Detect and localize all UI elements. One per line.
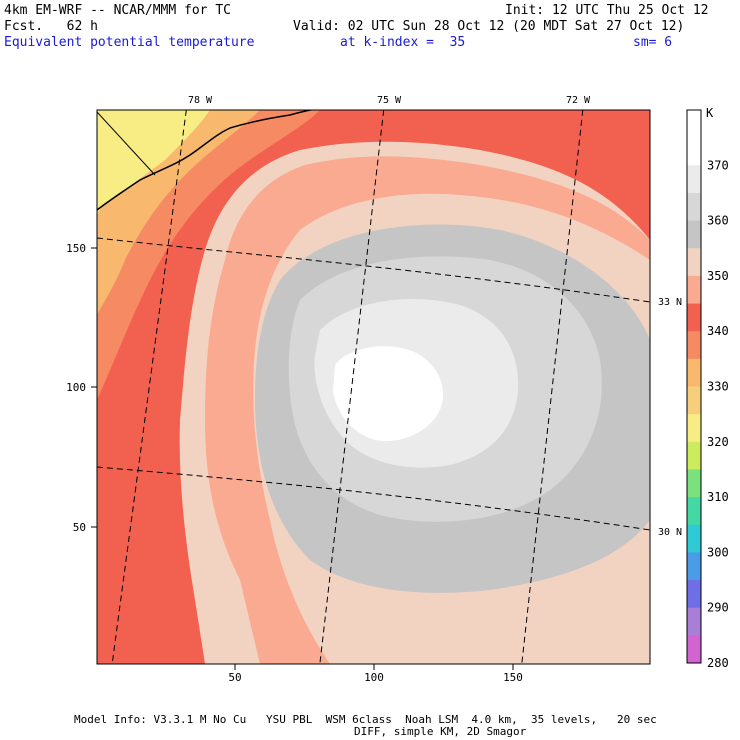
meridian-72w	[521, 110, 584, 664]
model-info-line-1: Model Info: V3.3.1 M No Cu YSU PBL WSM 6…	[74, 713, 657, 726]
parallel-33n	[97, 237, 650, 303]
colorbar-swatch	[687, 192, 701, 222]
colorbar-swatch	[687, 469, 701, 498]
colorbar-swatch	[687, 524, 701, 553]
state-border	[97, 111, 156, 176]
colorbar-swatch	[687, 580, 701, 609]
lon-label-75w: 75 W	[377, 95, 402, 106]
colorbar-swatch	[687, 386, 701, 415]
x-tick-label: 100	[364, 671, 384, 684]
colorbar-swatch	[687, 497, 701, 526]
colorbar-swatch	[687, 165, 701, 194]
model-title: 4km EM-WRF -- NCAR/MMM for TC	[4, 3, 231, 18]
lat-label-30n: 30 N	[658, 527, 682, 538]
colorbar-swatch	[687, 552, 701, 581]
colorbar-label: 320	[707, 435, 729, 449]
coastline	[97, 110, 314, 211]
fill-370-eye	[333, 346, 444, 442]
field-name: Equivalent potential temperature	[4, 35, 255, 50]
valid-time: Valid: 02 UTC Sun 28 Oct 12 (20 MDT Sat …	[293, 19, 685, 34]
colorbar-label: 370	[707, 158, 729, 172]
colorbar-label: 300	[707, 545, 729, 559]
colorbar-label: 310	[707, 490, 729, 504]
smoothing: sm= 6	[633, 35, 673, 50]
x-tick-label: 150	[503, 671, 523, 684]
colorbar-label: 340	[707, 324, 729, 338]
colorbar-swatch	[687, 275, 701, 305]
x-tick-label: 50	[228, 671, 241, 684]
k-index: at k-index = 35	[340, 35, 466, 50]
colorbar-label: 360	[707, 214, 729, 228]
fill-land	[97, 110, 210, 215]
colorbar-swatch	[687, 137, 701, 166]
colorbar-label: 350	[707, 269, 729, 283]
colorbar-swatch	[687, 441, 701, 470]
colorbar-swatch	[687, 220, 701, 249]
meridian-75w	[319, 110, 385, 664]
colorbar-swatch	[687, 635, 701, 664]
colorbar-unit: K	[706, 106, 714, 120]
map-plot-area	[97, 110, 650, 664]
colorbar-swatch	[687, 331, 701, 360]
colorbar-swatch	[687, 303, 701, 332]
colorbar-swatch	[687, 248, 701, 277]
colorbar-label: 280	[707, 656, 729, 670]
colorbar: 370 360 350 340 330 320 310 300 290 280	[686, 109, 729, 670]
parallel-30n	[97, 466, 650, 531]
y-tick-label: 100	[66, 381, 86, 394]
colorbar-swatch	[687, 110, 701, 139]
forecast-hour: Fcst. 62 h	[4, 19, 98, 34]
fill-345-band	[205, 156, 650, 664]
colorbar-swatch	[687, 414, 701, 443]
y-tick-label: 150	[66, 242, 86, 255]
colorbar-frame	[686, 109, 702, 664]
colorbar-label: 290	[707, 601, 729, 615]
init-time: Init: 12 UTC Thu 25 Oct 12	[505, 3, 709, 18]
lon-label-78w: 78 W	[188, 95, 213, 106]
y-tick-label: 50	[73, 521, 86, 534]
colorbar-swatch	[687, 358, 701, 387]
colorbar-label: 330	[707, 380, 729, 394]
model-info-line-2: DIFF, simple KM, 2D Smagor	[354, 725, 527, 738]
colorbar-swatch	[687, 607, 701, 636]
lat-label-33n: 33 N	[658, 297, 682, 308]
lon-label-72w: 72 W	[566, 95, 591, 106]
tick-marks	[91, 247, 514, 670]
